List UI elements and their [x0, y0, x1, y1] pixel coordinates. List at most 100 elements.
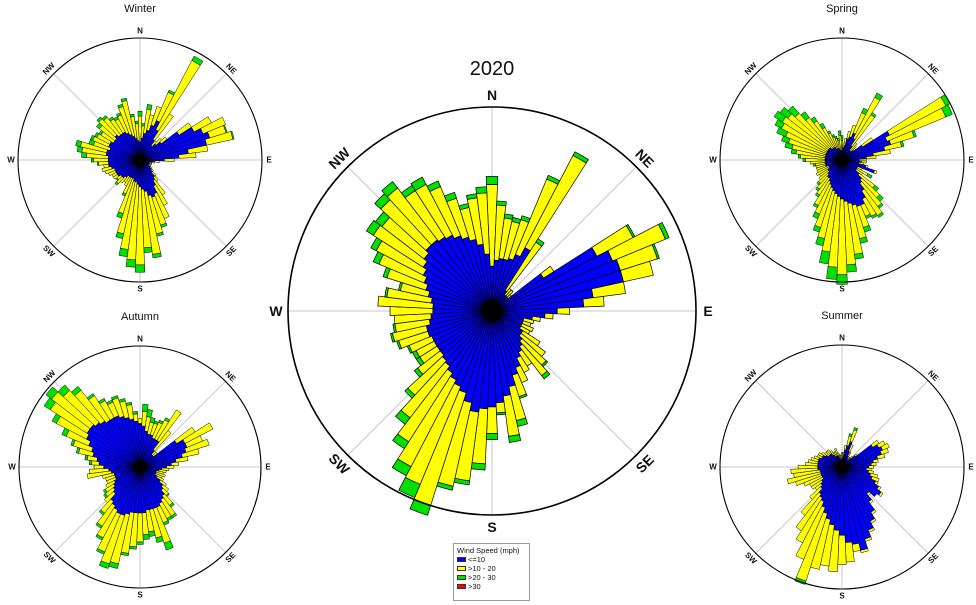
- legend-label: >30: [468, 582, 481, 591]
- windrose-bar-segment: [813, 455, 820, 460]
- windrose-bar-segment: [88, 468, 110, 474]
- windrose-bar-segment: [773, 110, 787, 123]
- windrose-bar-segment: [129, 113, 135, 118]
- windrose-bar-segment: [392, 323, 397, 334]
- windrose-bar-segment: [365, 219, 381, 236]
- windrose-bar-segment: [836, 274, 848, 285]
- windrose-bar-segment: [151, 161, 155, 164]
- windrose-bar-segment: [121, 192, 127, 197]
- direction-label-w: W: [269, 303, 283, 319]
- windrose-bar-segment: [149, 417, 156, 424]
- windrose-bar-segment: [870, 112, 877, 118]
- legend-title: Wind Speed (mph): [457, 546, 520, 555]
- windrose-bar-segment: [70, 386, 82, 396]
- windrose-bar-segment: [230, 130, 235, 140]
- windrose-bar-segment: [101, 166, 113, 173]
- windrose-bar-segment: [98, 509, 105, 516]
- legend-label: <=10: [468, 555, 486, 564]
- direction-label-n: N: [839, 27, 845, 36]
- windrose-bar-segment: [97, 161, 100, 166]
- windrose-bar-segment: [485, 176, 499, 186]
- windrose-bar-segment: [827, 130, 832, 135]
- windrose-bar-segment: [98, 560, 110, 569]
- windrose-bar-segment: [535, 238, 545, 247]
- windrose-bar-segment: [392, 433, 410, 450]
- windrose-bar-segment: [815, 236, 825, 247]
- windrose-bar-segment: [582, 295, 605, 308]
- windrose-bar-segment: [522, 317, 535, 325]
- windrose-bar-segment: [841, 466, 878, 498]
- direction-label-s: S: [137, 285, 143, 294]
- windrose-bar-segment: [819, 122, 826, 130]
- windrose-bar-segment: [790, 467, 819, 474]
- windrose-bar-segment: [102, 488, 108, 494]
- windrose-bar-segment: [837, 452, 841, 459]
- windrose-bar-segment: [880, 443, 890, 451]
- direction-label-e: E: [266, 156, 272, 165]
- windrose-bar-segment: [187, 144, 209, 154]
- direction-label-e: E: [703, 303, 712, 319]
- windrose-bar-segment: [853, 427, 859, 432]
- windrose-bar-segment: [810, 457, 820, 463]
- direction-label-n: N: [839, 334, 845, 343]
- windrose-bar-segment: [413, 367, 424, 378]
- windrose-bar-segment: [815, 186, 821, 192]
- windrose-bar-segment: [829, 450, 835, 456]
- windrose-bar-segment: [84, 454, 89, 461]
- windrose-bar-segment: [110, 395, 119, 401]
- windrose-bar-segment: [94, 132, 100, 138]
- windrose-bar-segment: [75, 139, 83, 148]
- windrose-bar-segment: [90, 157, 94, 163]
- direction-label-w: W: [709, 463, 717, 472]
- windrose-bar-segment: [802, 158, 806, 162]
- windrose-bar-segment: [814, 192, 821, 198]
- direction-label-e: E: [968, 463, 974, 472]
- windrose-bar-segment: [860, 548, 869, 554]
- windrose-bar-segment: [134, 264, 146, 273]
- windrose-bar-segment: [475, 186, 488, 195]
- windrose-bar-segment: [155, 60, 201, 132]
- direction-label-e: E: [265, 463, 271, 472]
- windrose-bar-segment: [826, 266, 838, 280]
- windrose-bar-segment: [152, 113, 174, 141]
- windrose-bar-segment: [810, 116, 818, 124]
- windrose-bar-segment: [128, 545, 137, 550]
- windrose-bar-segment: [486, 406, 498, 434]
- windrose-bar-segment: [826, 449, 832, 455]
- windrose-bar-segment: [508, 434, 522, 443]
- windrose-bar-segment: [96, 548, 106, 555]
- windrose-bar-segment: [146, 104, 153, 111]
- windrose-bar-segment: [831, 134, 835, 138]
- windrose-bar-segment: [101, 115, 108, 121]
- windrose-bar-segment: [443, 191, 457, 203]
- windrose-bar-segment: [868, 465, 874, 469]
- center-dot: [133, 460, 147, 474]
- windrose-bar-segment: [154, 160, 160, 163]
- windrose-bar-segment: [98, 397, 106, 405]
- windrose-bar-segment: [118, 398, 126, 403]
- windrose-bar-segment: [123, 176, 132, 187]
- windrose-bar-segment: [470, 462, 486, 471]
- windrose-bar-segment: [874, 92, 883, 101]
- windrose-bar-segment: [381, 181, 399, 198]
- windrose-bar-segment: [88, 460, 93, 466]
- windrose-bar-segment: [136, 541, 144, 545]
- windrose-bar-segment: [872, 458, 879, 464]
- windrose-bar-segment: [184, 438, 210, 453]
- windrose-bar-segment: [114, 181, 119, 186]
- windrose-bar-segment: [105, 480, 116, 489]
- windrose-bar-segment: [852, 96, 881, 140]
- windrose-bar-segment: [541, 370, 551, 380]
- windrose-bar-segment: [846, 263, 857, 273]
- windrose-bar-segment: [866, 173, 873, 179]
- windrose-bar-segment: [390, 332, 396, 343]
- windrose-bar-segment: [834, 135, 838, 140]
- windrose-bar-segment: [175, 456, 189, 463]
- windrose-bar-segment: [164, 158, 175, 162]
- windrose-bar-segment: [872, 149, 891, 157]
- windrose-bar-segment: [200, 116, 226, 135]
- windrose-bar-segment: [878, 491, 884, 498]
